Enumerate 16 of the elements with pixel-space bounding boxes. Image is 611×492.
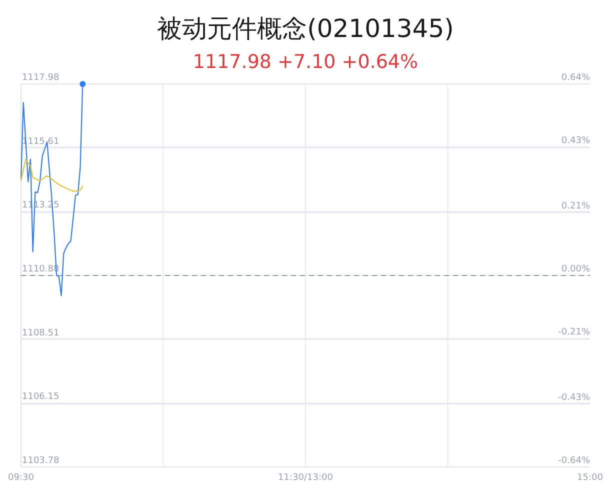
y2-tick-label: 0.00% <box>561 264 590 274</box>
chart-subtitle: 1117.98 +7.10 +0.64% <box>192 51 418 73</box>
y2-tick-label: 0.43% <box>561 136 590 146</box>
y-tick-label: 1108.51 <box>22 328 60 338</box>
y2-tick-label: -0.43% <box>558 393 590 404</box>
y-tick-label: 1103.78 <box>22 456 60 466</box>
y2-tick-label: -0.64% <box>558 456 590 466</box>
y-tick-label: 1106.15 <box>22 392 60 402</box>
chart-title: 被动元件概念(02101345) <box>157 14 454 43</box>
y2-tick-label: 0.64% <box>561 73 590 83</box>
x-tick-label: 15:00 <box>577 473 604 483</box>
x-tick-label: 11:30/13:00 <box>278 473 334 483</box>
y-tick-label: 1117.98 <box>22 73 60 83</box>
y2-tick-label: 0.21% <box>561 202 590 212</box>
y2-tick-label: -0.21% <box>558 327 590 338</box>
x-tick-label: 09:30 <box>8 473 34 483</box>
